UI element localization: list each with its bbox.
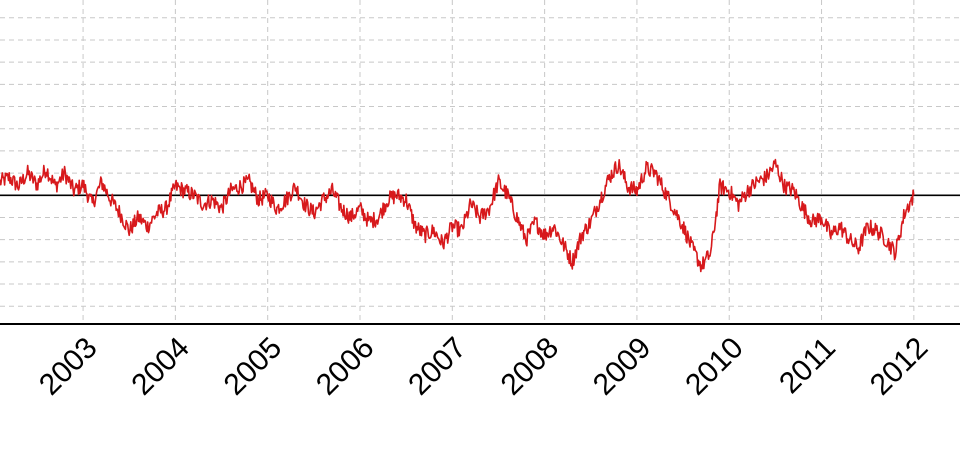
x-tick-label: 2012: [864, 331, 935, 402]
x-tick-labels: 2003 2004 2005 2006 2007 2008 2009 2010 2011 2012: [33, 331, 934, 402]
horizontal-grid: [0, 17, 960, 307]
x-tick-label: 2006: [310, 331, 381, 402]
x-tick-label: 2008: [495, 331, 566, 402]
vertical-grid: [82, 0, 915, 324]
x-tick-label: 2004: [125, 331, 196, 402]
x-tick-label: 2009: [587, 331, 658, 402]
x-tick-label: 2007: [402, 331, 473, 402]
x-tick-label: 2010: [679, 331, 750, 402]
x-tick-label: 2011: [773, 331, 842, 400]
x-tick-label: 2005: [218, 331, 289, 402]
x-tick-label: 2003: [33, 331, 104, 402]
series-line: [0, 158, 915, 273]
